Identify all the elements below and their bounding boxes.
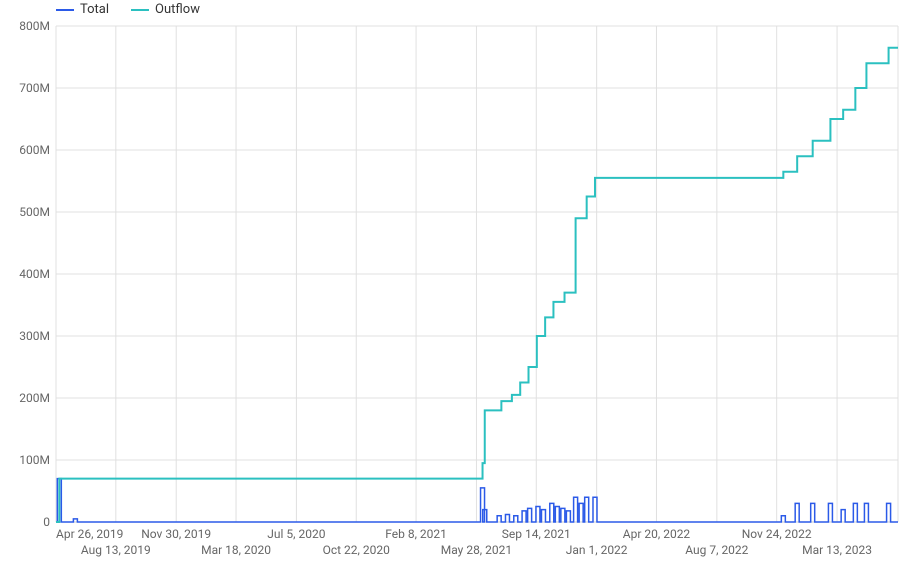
legend-label-total: Total <box>80 2 109 17</box>
svg-text:800M: 800M <box>19 19 50 33</box>
svg-text:300M: 300M <box>19 329 50 343</box>
svg-text:Feb 8, 2021: Feb 8, 2021 <box>385 527 447 541</box>
svg-text:May 28, 2021: May 28, 2021 <box>441 543 512 557</box>
svg-text:Aug 7, 2022: Aug 7, 2022 <box>685 543 748 557</box>
svg-text:Sep 14, 2021: Sep 14, 2021 <box>502 527 571 541</box>
chart-svg: 0 100M 200M 300M 400M 500M 600M 700M 800M Apr 26,… <box>0 0 910 572</box>
svg-text:Apr 26, 2019: Apr 26, 2019 <box>56 527 123 541</box>
legend-swatch-total <box>56 9 74 11</box>
series-total <box>56 479 898 522</box>
svg-text:Jan 1, 2022: Jan 1, 2022 <box>566 543 628 557</box>
svg-text:Mar 13, 2023: Mar 13, 2023 <box>802 543 872 557</box>
svg-text:Jul 5, 2020: Jul 5, 2020 <box>267 527 325 541</box>
svg-text:Oct 22, 2020: Oct 22, 2020 <box>323 543 390 557</box>
legend-label-outflow: Outflow <box>155 2 200 17</box>
svg-text:600M: 600M <box>19 143 50 157</box>
svg-text:Apr 20, 2022: Apr 20, 2022 <box>623 527 691 541</box>
chart-container: Total Outflow 0 100M 200M 300M 400M 500M 600M 7… <box>0 0 910 572</box>
svg-text:Aug 13, 2019: Aug 13, 2019 <box>81 543 151 557</box>
legend: Total Outflow <box>56 2 200 17</box>
svg-text:0: 0 <box>43 515 50 529</box>
svg-text:400M: 400M <box>19 267 50 281</box>
svg-text:Nov 24, 2022: Nov 24, 2022 <box>742 527 812 541</box>
svg-text:700M: 700M <box>19 81 50 95</box>
legend-item-total[interactable]: Total <box>56 2 109 17</box>
svg-text:100M: 100M <box>19 453 50 467</box>
series-outflow <box>56 48 898 522</box>
legend-swatch-outflow <box>131 9 149 11</box>
svg-text:200M: 200M <box>19 391 50 405</box>
svg-text:500M: 500M <box>19 205 50 219</box>
svg-text:Mar 18, 2020: Mar 18, 2020 <box>201 543 271 557</box>
svg-text:Nov 30, 2019: Nov 30, 2019 <box>141 527 211 541</box>
legend-item-outflow[interactable]: Outflow <box>131 2 200 17</box>
